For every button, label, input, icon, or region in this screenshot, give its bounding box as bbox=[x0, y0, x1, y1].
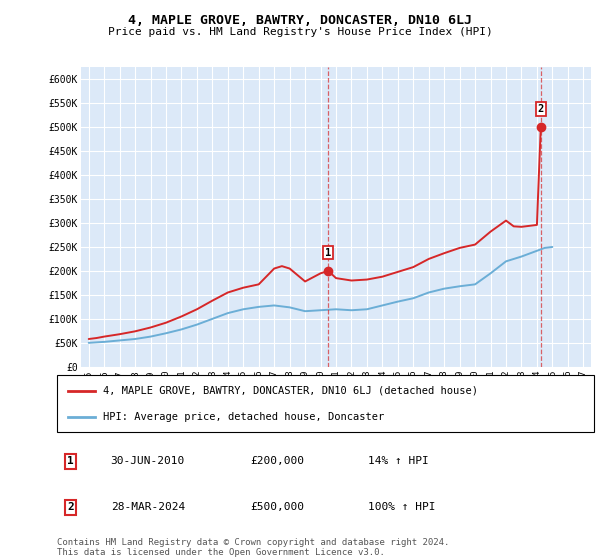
Text: 1: 1 bbox=[67, 456, 74, 466]
FancyBboxPatch shape bbox=[57, 375, 594, 432]
Text: 28-MAR-2024: 28-MAR-2024 bbox=[111, 502, 185, 512]
Text: Contains HM Land Registry data © Crown copyright and database right 2024.
This d: Contains HM Land Registry data © Crown c… bbox=[57, 538, 449, 557]
Text: 2: 2 bbox=[538, 104, 544, 114]
Text: £500,000: £500,000 bbox=[250, 502, 304, 512]
Text: 2: 2 bbox=[67, 502, 74, 512]
Text: 4, MAPLE GROVE, BAWTRY, DONCASTER, DN10 6LJ (detached house): 4, MAPLE GROVE, BAWTRY, DONCASTER, DN10 … bbox=[103, 386, 478, 395]
Text: HPI: Average price, detached house, Doncaster: HPI: Average price, detached house, Donc… bbox=[103, 412, 384, 422]
Text: 100% ↑ HPI: 100% ↑ HPI bbox=[368, 502, 436, 512]
Text: 30-JUN-2010: 30-JUN-2010 bbox=[111, 456, 185, 466]
Text: 1: 1 bbox=[325, 248, 331, 258]
Text: 4, MAPLE GROVE, BAWTRY, DONCASTER, DN10 6LJ: 4, MAPLE GROVE, BAWTRY, DONCASTER, DN10 … bbox=[128, 14, 472, 27]
Text: 14% ↑ HPI: 14% ↑ HPI bbox=[368, 456, 429, 466]
Text: £200,000: £200,000 bbox=[250, 456, 304, 466]
Text: Price paid vs. HM Land Registry's House Price Index (HPI): Price paid vs. HM Land Registry's House … bbox=[107, 27, 493, 37]
